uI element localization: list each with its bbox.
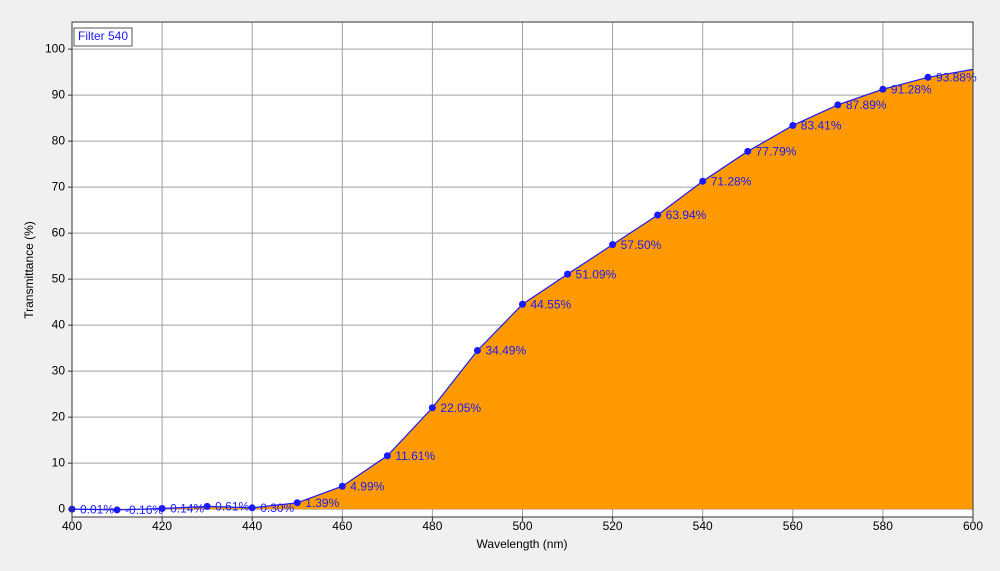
data-point bbox=[293, 499, 301, 507]
data-point bbox=[789, 121, 797, 129]
data-label: 11.61% bbox=[395, 449, 435, 463]
y-tick-label: 10 bbox=[52, 455, 66, 469]
data-point bbox=[879, 85, 887, 93]
data-point bbox=[519, 300, 526, 308]
data-label: 51.09% bbox=[576, 267, 617, 281]
data-label: 87.89% bbox=[846, 98, 887, 112]
data-point bbox=[654, 211, 662, 219]
x-tick-label: 500 bbox=[512, 519, 532, 533]
data-label: 22.05% bbox=[440, 401, 481, 415]
data-label: 91.28% bbox=[891, 82, 932, 96]
y-tick-label: 70 bbox=[52, 179, 66, 193]
x-tick-label: 440 bbox=[242, 519, 262, 533]
y-tick-label: 50 bbox=[52, 271, 66, 285]
data-label: 0.01% bbox=[80, 502, 114, 516]
data-point bbox=[113, 506, 121, 514]
data-point bbox=[609, 241, 617, 249]
data-point bbox=[338, 482, 346, 490]
x-tick-label: 520 bbox=[603, 519, 623, 533]
x-tick-label: 480 bbox=[422, 519, 442, 533]
data-label: 44.55% bbox=[531, 297, 572, 311]
y-tick-label: 30 bbox=[52, 363, 66, 377]
y-tick-label: 20 bbox=[52, 409, 66, 423]
data-label: 0.61% bbox=[215, 500, 249, 514]
y-axis-title: Transmittance (%) bbox=[22, 221, 36, 319]
data-label: -0.16% bbox=[125, 503, 163, 517]
data-point bbox=[744, 147, 752, 155]
y-tick-label: 60 bbox=[52, 225, 66, 239]
y-tick-label: 0 bbox=[58, 501, 65, 515]
y-tick-label: 90 bbox=[52, 87, 66, 101]
legend-entry: Filter 540 bbox=[78, 29, 128, 43]
x-tick-label: 420 bbox=[152, 519, 172, 533]
data-label: 1.39% bbox=[305, 496, 339, 510]
x-tick-label: 560 bbox=[783, 519, 803, 533]
data-label: 83.41% bbox=[801, 119, 842, 133]
data-label: 0.14% bbox=[170, 502, 204, 516]
y-tick-label: 40 bbox=[52, 317, 66, 331]
x-tick-label: 400 bbox=[62, 519, 82, 533]
data-point bbox=[564, 270, 572, 278]
data-label: 93.88% bbox=[936, 70, 977, 84]
legend-box bbox=[73, 27, 133, 47]
x-tick-label: 460 bbox=[332, 519, 352, 533]
data-point bbox=[699, 177, 707, 185]
data-point bbox=[834, 101, 842, 109]
data-point bbox=[203, 502, 211, 510]
data-point bbox=[473, 347, 481, 355]
x-tick-label: 540 bbox=[693, 519, 713, 533]
data-label: 57.50% bbox=[621, 238, 662, 252]
x-axis-title: Wavelength (nm) bbox=[477, 537, 568, 551]
y-tick-label: 80 bbox=[52, 133, 66, 147]
data-point bbox=[158, 505, 166, 513]
data-label: 71.28% bbox=[711, 174, 752, 188]
x-tick-label: 580 bbox=[873, 519, 893, 533]
data-point bbox=[428, 404, 436, 412]
data-point bbox=[248, 504, 256, 512]
x-tick-label: 600 bbox=[963, 519, 983, 533]
data-label: 4.99% bbox=[350, 479, 384, 493]
area-fill bbox=[72, 69, 973, 510]
data-point bbox=[924, 73, 932, 81]
data-label: 34.49% bbox=[485, 344, 526, 358]
data-label: 77.79% bbox=[756, 144, 797, 158]
data-label: 0.30% bbox=[260, 501, 294, 515]
y-tick-label: 100 bbox=[45, 41, 65, 55]
data-label: 63.94% bbox=[666, 208, 707, 222]
data-point bbox=[383, 452, 391, 460]
